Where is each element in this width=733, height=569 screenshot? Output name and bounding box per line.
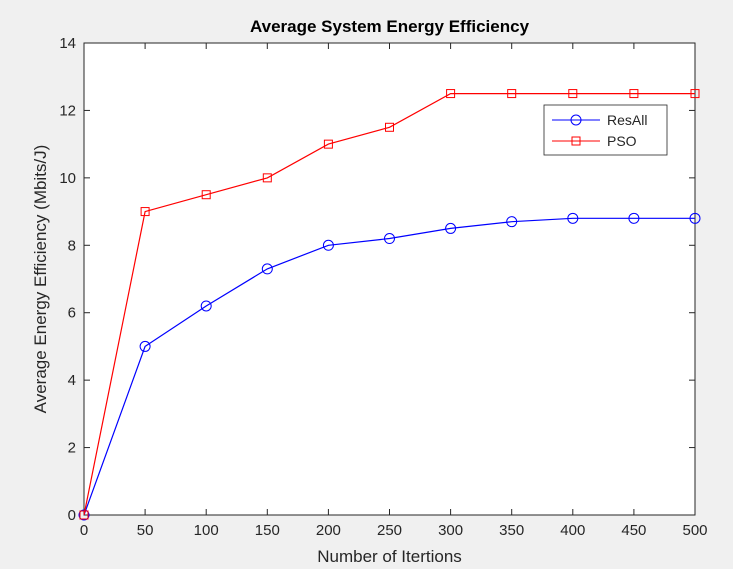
x-axis-label: Number of Itertions	[317, 547, 462, 566]
x-axis-ticks: 0 50 100 150 200 250 300 350 400 450 500	[80, 43, 708, 539]
y-tick-label: 2	[68, 440, 76, 457]
x-tick-label: 100	[194, 522, 219, 539]
y-tick-label: 4	[68, 372, 76, 389]
data-point-pso	[507, 89, 517, 99]
data-point-pso	[79, 510, 89, 520]
series-line-pso	[83, 92, 695, 516]
x-tick-label: 300	[438, 522, 463, 539]
data-point-pso	[629, 89, 639, 99]
x-tick-label: 450	[621, 522, 646, 539]
x-tick-label: 500	[682, 522, 707, 539]
data-point-pso	[323, 139, 333, 149]
data-point-pso	[690, 89, 700, 99]
y-tick-label: 0	[68, 507, 76, 524]
legend-box	[543, 104, 668, 156]
x-tick-label: 150	[255, 522, 280, 539]
x-tick-label: 250	[377, 522, 402, 539]
data-point-resall	[689, 212, 701, 224]
data-point-pso	[568, 89, 578, 99]
y-axis-label: Average Energy Efficiency (Mbits/J)	[31, 145, 50, 414]
y-tick-label: 10	[59, 170, 76, 187]
y-tick-label: 12	[59, 102, 76, 119]
data-point-resall	[567, 212, 579, 224]
data-point-resall	[506, 216, 518, 228]
data-point-pso	[201, 190, 211, 200]
y-axis-ticks: 0 2 4 6 8 10 12 14	[59, 35, 695, 524]
data-point-resall	[384, 233, 395, 245]
legend-label-resall: ResAll	[607, 112, 647, 128]
y-tick-label: 6	[68, 305, 76, 322]
data-point-resall	[78, 509, 90, 521]
legend-marker-pso	[571, 136, 581, 146]
legend-label-pso: PSO	[607, 133, 637, 149]
y-tick-label: 14	[59, 35, 76, 52]
x-tick-label: 400	[560, 522, 585, 539]
data-point-pso	[385, 122, 394, 132]
data-point-pso	[262, 173, 272, 183]
legend-marker-resall	[570, 114, 582, 126]
data-point-pso	[140, 207, 150, 217]
chart-title: Average System Energy Efficiency	[250, 17, 530, 36]
legend: ResAll PSO	[543, 104, 668, 156]
series-layer	[78, 89, 701, 521]
x-tick-label: 350	[499, 522, 524, 539]
data-point-resall	[261, 263, 273, 275]
x-tick-label: 50	[137, 522, 154, 539]
x-tick-label: 0	[80, 522, 88, 539]
data-point-pso	[446, 89, 456, 99]
data-point-resall	[139, 340, 151, 352]
x-tick-label: 200	[316, 522, 341, 539]
y-tick-label: 8	[68, 237, 76, 254]
data-point-resall	[322, 239, 334, 251]
data-point-resall	[628, 212, 640, 224]
data-point-resall	[445, 222, 457, 234]
series-line-resall	[83, 217, 695, 516]
data-point-resall	[200, 300, 212, 312]
